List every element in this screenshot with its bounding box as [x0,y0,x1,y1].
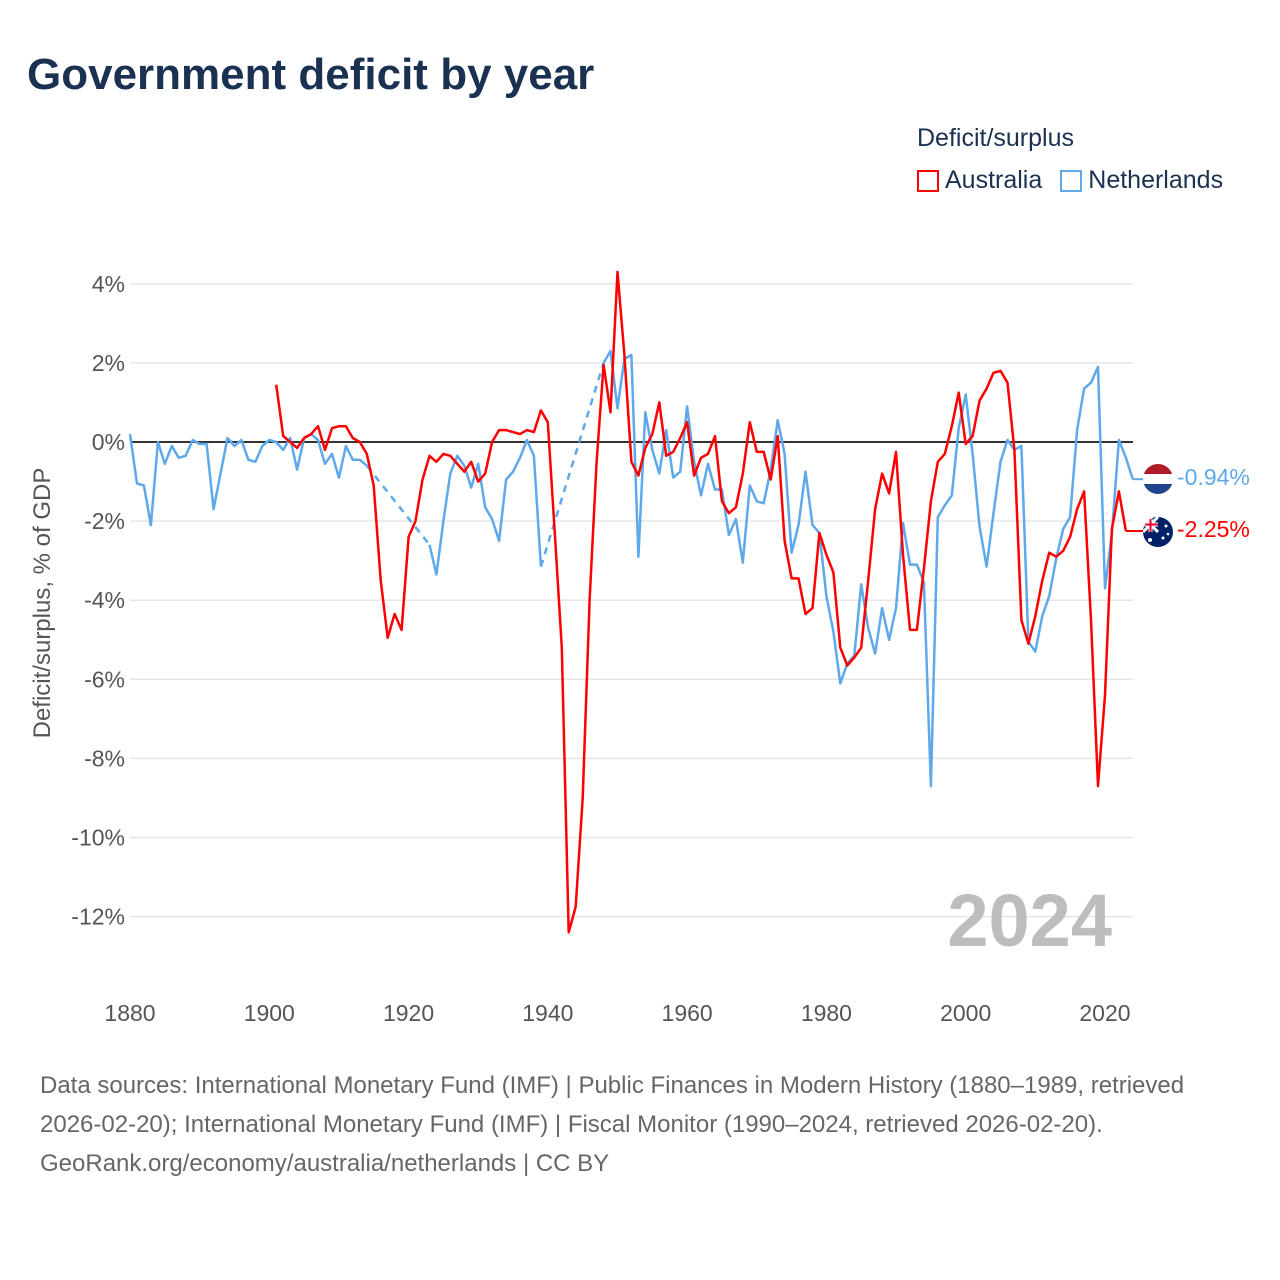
page-title: Government deficit by year [27,50,595,99]
gap-segment-netherlands [365,464,431,546]
credit-link[interactable]: GeoRank.org/economy/australia/netherland… [40,1150,610,1177]
y-tick-label: 0% [92,429,125,455]
gap-segment-netherlands [539,362,605,567]
y-tick-label: 4% [92,271,125,297]
legend-item-australia[interactable]: Australia [917,166,1042,195]
series-line-netherlands [128,349,1134,788]
series-line-australia [274,270,1128,934]
x-tick-label: 1880 [104,1000,155,1026]
x-tick-label: 1980 [801,1000,852,1026]
y-axis-label: Deficit/surplus, % of GDP [29,468,56,739]
legend-item-netherlands[interactable]: Netherlands [1060,166,1223,195]
plot-area: 4% 2% 0% -2% -4% -6% -8% -10% -12% 1880 1900 1920 19… [29,270,1250,1026]
legend-swatch-netherlands [1060,169,1083,192]
year-watermark: 2024 [947,879,1112,962]
y-tick-label: -8% [84,745,125,771]
x-tick-label: 2020 [1079,1000,1130,1026]
legend-label: Netherlands [1088,166,1224,194]
x-tick-label: 1920 [383,1000,434,1026]
legend-title: Deficit/surplus [917,124,1074,152]
y-tick-label: -12% [71,904,125,930]
legend-label: Australia [945,166,1043,194]
legend: Australia Netherlands [917,166,1223,195]
y-tick-label: -10% [71,825,125,851]
footer: Data sources: International Monetary Fun… [40,1066,1240,1183]
australia-flag-icon [1143,517,1173,547]
netherlands-flag-icon [1143,464,1173,494]
end-label-netherlands: -0.94% [1177,464,1250,490]
y-tick-label: 2% [92,350,125,376]
y-tick-label: -4% [84,587,125,613]
x-tick-label: 1960 [662,1000,713,1026]
x-tick-label: 2000 [940,1000,991,1026]
data-sources: Data sources: International Monetary Fun… [40,1072,1185,1138]
y-tick-label: -6% [84,666,125,692]
y-tick-label: -2% [84,508,125,534]
legend-swatch-australia [917,169,939,192]
x-tick-label: 1900 [244,1000,295,1026]
end-label-australia: -2.25% [1177,516,1250,542]
x-tick-label: 1940 [522,1000,573,1026]
